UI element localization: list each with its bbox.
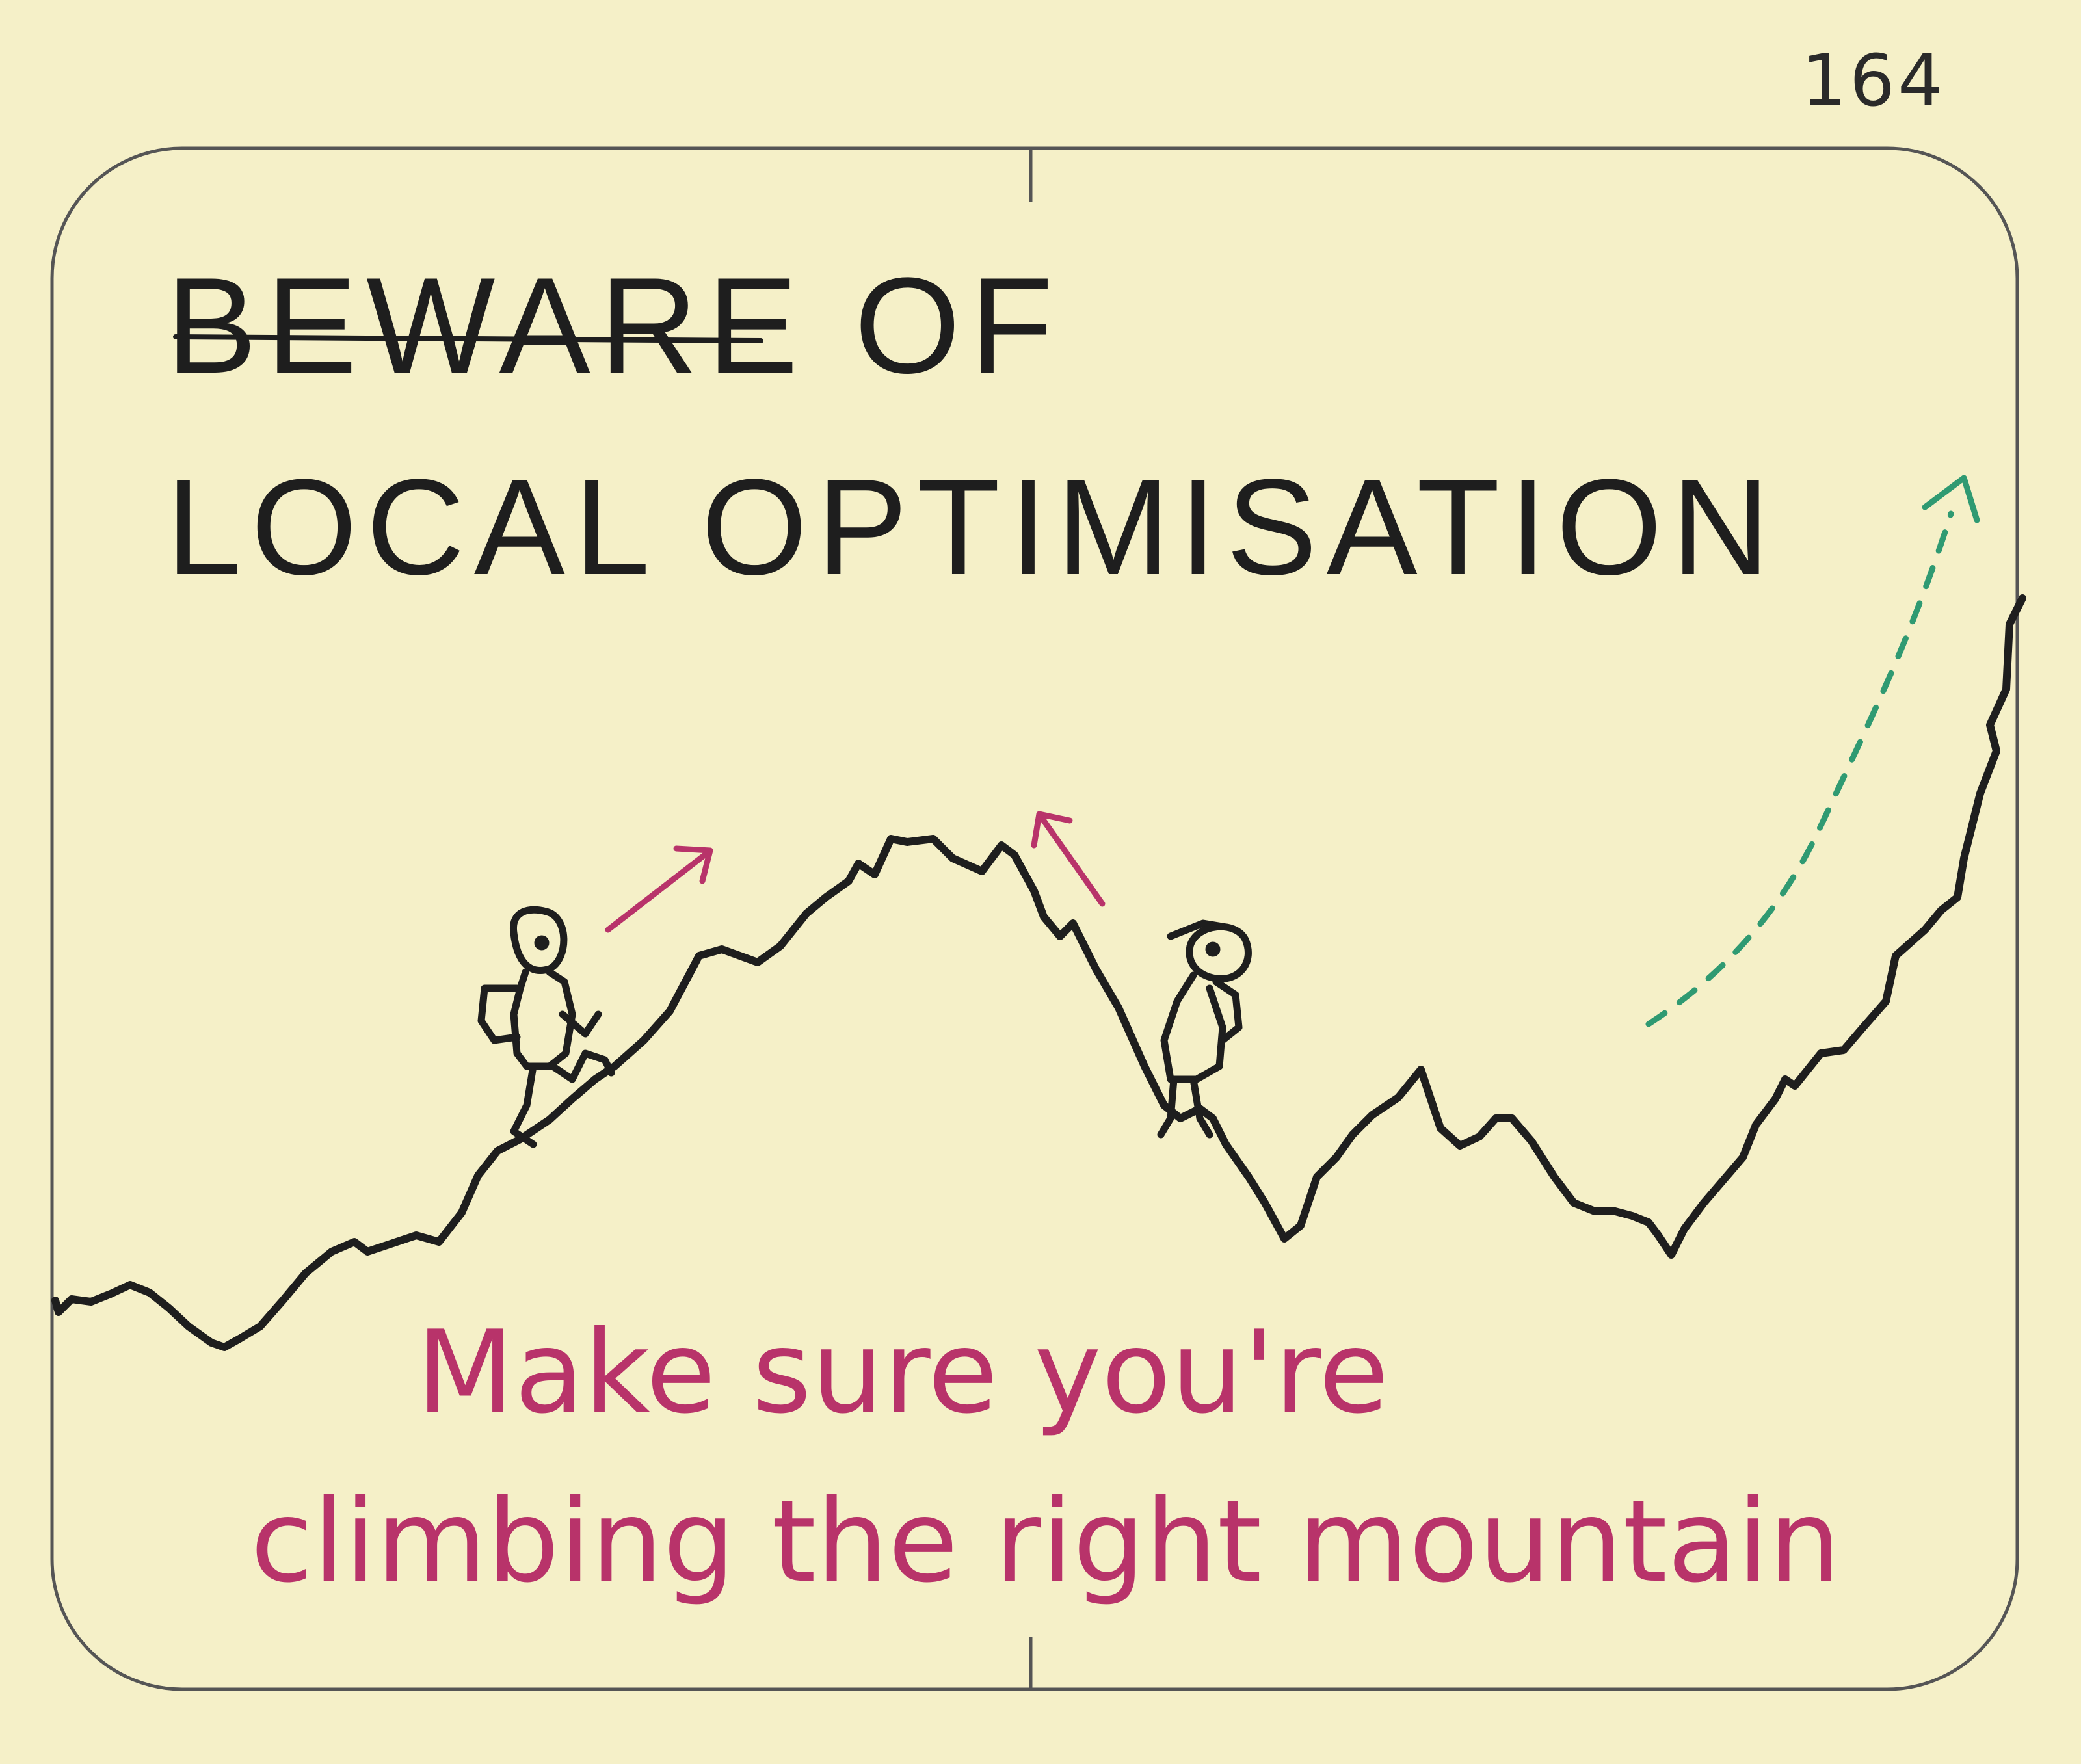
mountain-ridge <box>51 594 2026 1351</box>
hiker-left <box>477 906 615 1148</box>
page-number: 164 <box>1801 39 1946 122</box>
card-frame <box>50 146 2019 1691</box>
arrow-green-dashed <box>1645 475 1980 1027</box>
hiker-right <box>1157 919 1252 1139</box>
hiker-right-legs <box>1157 1075 1213 1139</box>
hiker-left-legs <box>510 1049 615 1148</box>
hiker-right-eye <box>1205 941 1221 957</box>
caption-line-1: Make sure you're <box>416 1307 1389 1439</box>
hiker-left-head <box>510 906 568 974</box>
title-underline <box>173 334 763 343</box>
hiker-left-backpack <box>477 984 521 1044</box>
caption-line-2: climbing the right mountain <box>250 1476 1841 1608</box>
hiker-right-backpack <box>1212 978 1243 1044</box>
title-line-2: LOCAL OPTIMISATION <box>166 451 1779 603</box>
hiker-right-head <box>1186 923 1252 983</box>
hiker-left-eye <box>534 935 550 951</box>
title-line-1: BEWARE OF <box>166 249 1063 402</box>
hiker-left-body <box>510 968 576 1070</box>
arrow-left-up <box>605 845 713 933</box>
hiker-left-arm <box>559 1010 602 1038</box>
arrow-right-up <box>1031 811 1106 907</box>
hiker-right-body <box>1160 971 1226 1083</box>
